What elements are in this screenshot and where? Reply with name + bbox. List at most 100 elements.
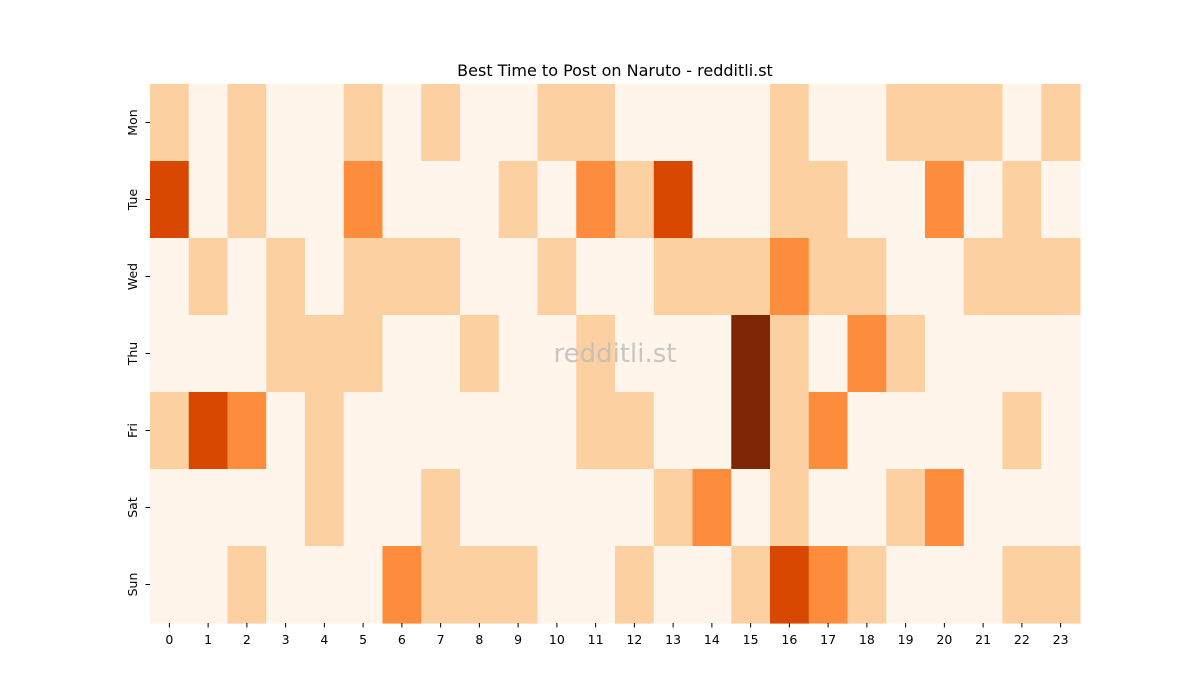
heatmap-cell-tue-18: [847, 161, 887, 239]
heatmap-cell-mon-20: [925, 84, 965, 162]
heatmap-cell-thu-9: [498, 315, 539, 393]
x-tick-label: 22: [1014, 632, 1030, 647]
heatmap-cell-mon-7: [421, 84, 461, 162]
heatmap-cell-mon-23: [1041, 84, 1081, 162]
heatmap-cell-fri-23: [1041, 392, 1081, 470]
heatmap-cell-fri-6: [382, 392, 422, 470]
heatmap-cell-fri-18: [847, 392, 887, 470]
heatmap-cell-sat-1: [188, 469, 229, 547]
heatmap-cell-mon-16: [770, 84, 810, 162]
heatmap-cell-sun-1: [188, 546, 229, 624]
heatmap-cell-wed-22: [1002, 238, 1042, 316]
heatmap-cell-sat-5: [343, 469, 384, 547]
heatmap-cell-thu-2: [227, 315, 267, 393]
heatmap-cell-tue-10: [537, 161, 577, 239]
heatmap-cell-wed-0: [150, 238, 190, 316]
heatmap-cell-wed-20: [925, 238, 965, 316]
heatmap-cell-sat-2: [227, 469, 267, 547]
heatmap-cell-wed-23: [1041, 238, 1081, 316]
x-tick-label: 9: [514, 632, 522, 647]
heatmap-cell-wed-3: [266, 238, 306, 316]
heatmap-cell-thu-4: [305, 315, 345, 393]
heatmap-cell-tue-6: [382, 161, 422, 239]
x-tick-label: 23: [1053, 632, 1069, 647]
heatmap-cell-fri-21: [963, 392, 1004, 470]
heatmap-cell-sat-0: [150, 469, 190, 547]
heatmap-cell-thu-3: [266, 315, 306, 393]
heatmap-cell-thu-13: [653, 315, 694, 393]
heatmap-cell-fri-20: [925, 392, 965, 470]
x-tick-label: 8: [475, 632, 483, 647]
heatmap-cell-fri-1: [188, 392, 229, 470]
heatmap-cell-wed-18: [847, 238, 887, 316]
heatmap-cell-tue-5: [343, 161, 384, 239]
heatmap-cell-sun-9: [498, 546, 539, 624]
heatmap-cell-sat-4: [305, 469, 345, 547]
y-axis: Mon Tue Wed Thu Fri Sat Sun: [125, 109, 150, 596]
heatmap-cell-mon-0: [150, 84, 190, 162]
x-tick-label: 10: [549, 632, 565, 647]
heatmap-cell-sun-13: [653, 546, 694, 624]
heatmap-cell-tue-21: [963, 161, 1004, 239]
heatmap-cell-sat-18: [847, 469, 887, 547]
heatmap-cell-fri-2: [227, 392, 267, 470]
heatmap-cell-sat-9: [498, 469, 539, 547]
heatmap-cell-thu-22: [1002, 315, 1042, 393]
y-tick-label: Sat: [125, 497, 140, 518]
heatmap-cell-tue-4: [305, 161, 345, 239]
x-tick-label: 3: [282, 632, 290, 647]
heatmap-cell-thu-5: [343, 315, 384, 393]
heatmap-cell-tue-22: [1002, 161, 1042, 239]
heatmap-cell-wed-9: [498, 238, 539, 316]
heatmap-cells: [150, 84, 1081, 624]
heatmap-cell-fri-22: [1002, 392, 1042, 470]
y-tick-label: Fri: [125, 423, 140, 438]
heatmap-cell-sun-5: [343, 546, 384, 624]
heatmap-cell-wed-16: [770, 238, 810, 316]
heatmap-cell-sun-11: [576, 546, 616, 624]
heatmap-cell-fri-15: [731, 392, 771, 470]
heatmap-cell-tue-12: [615, 161, 655, 239]
heatmap-cell-fri-9: [498, 392, 539, 470]
x-tick-label: 15: [743, 632, 759, 647]
heatmap-cell-sat-22: [1002, 469, 1042, 547]
heatmap-cell-wed-12: [615, 238, 655, 316]
heatmap-cell-mon-18: [847, 84, 887, 162]
heatmap-cell-sun-21: [963, 546, 1004, 624]
heatmap-cell-wed-14: [692, 238, 732, 316]
heatmap-cell-mon-10: [537, 84, 577, 162]
heatmap-cell-mon-8: [460, 84, 500, 162]
heatmap-cell-sun-4: [305, 546, 345, 624]
heatmap-cell-sat-21: [963, 469, 1004, 547]
heatmap-cell-tue-0: [150, 161, 190, 239]
heatmap-cell-thu-14: [692, 315, 732, 393]
heatmap-cell-wed-7: [421, 238, 461, 316]
heatmap-cell-fri-17: [808, 392, 849, 470]
heatmap-cell-sun-7: [421, 546, 461, 624]
heatmap-cell-sun-6: [382, 546, 422, 624]
x-tick-label: 1: [204, 632, 212, 647]
x-tick-label: 0: [165, 632, 173, 647]
heatmap-cell-thu-20: [925, 315, 965, 393]
heatmap-cell-mon-22: [1002, 84, 1042, 162]
heatmap-cell-tue-15: [731, 161, 771, 239]
heatmap-cell-fri-0: [150, 392, 190, 470]
x-axis: 0 1 2 3 4 5 6 7 8 9 10 11 12 13 14 15 16 17 18 19 20 21 22 23: [165, 623, 1069, 647]
heatmap-cell-sun-15: [731, 546, 771, 624]
heatmap-cell-tue-7: [421, 161, 461, 239]
x-tick-label: 12: [626, 632, 642, 647]
heatmap-cell-tue-3: [266, 161, 306, 239]
heatmap-cell-thu-19: [886, 315, 926, 393]
heatmap-cell-sun-14: [692, 546, 732, 624]
heatmap-cell-fri-3: [266, 392, 306, 470]
heatmap-cell-fri-14: [692, 392, 732, 470]
heatmap-cell-tue-1: [188, 161, 229, 239]
heatmap-cell-sun-3: [266, 546, 306, 624]
heatmap-cell-sat-16: [770, 469, 810, 547]
heatmap-cell-fri-5: [343, 392, 384, 470]
x-tick-label: 16: [781, 632, 797, 647]
heatmap-cell-sat-19: [886, 469, 926, 547]
heatmap-cell-mon-19: [886, 84, 926, 162]
heatmap-cell-wed-8: [460, 238, 500, 316]
heatmap-cell-sun-2: [227, 546, 267, 624]
